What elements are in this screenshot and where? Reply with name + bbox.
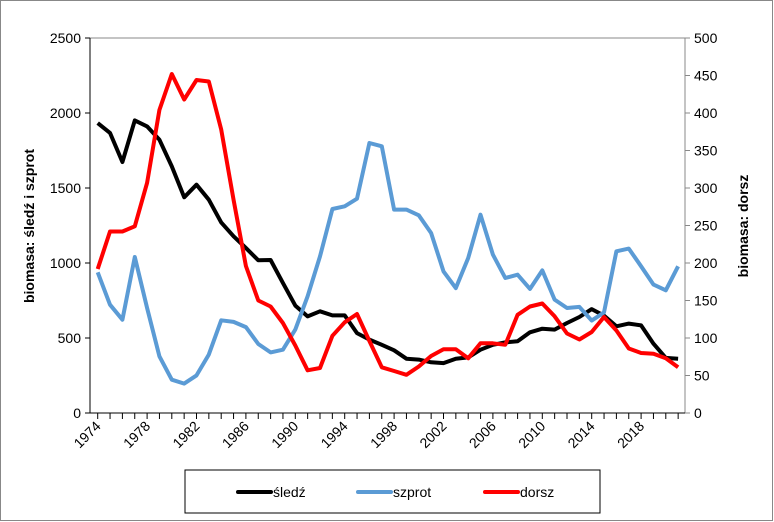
y2-tick-label: 450	[694, 68, 718, 84]
series-line-1	[95, 141, 680, 386]
y-axis-label: biomasa: śledź i szprot	[21, 149, 37, 303]
y2-tick-label: 100	[694, 330, 718, 346]
y-tick-label: 1000	[50, 255, 81, 271]
y2-tick-label: 500	[694, 30, 718, 46]
y2-tick-label: 0	[694, 405, 702, 421]
legend: śledź szprot dorsz	[184, 469, 601, 514]
series-line-2	[95, 72, 680, 377]
y2-tick-label: 50	[694, 368, 710, 384]
y2-tick-label: 300	[694, 180, 718, 196]
y2-tick-label: 350	[694, 143, 718, 159]
y2-axis-label: biomasa: dorsz	[735, 175, 751, 278]
legend-label-2: dorsz	[520, 484, 554, 500]
y-tick-label: 500	[58, 330, 82, 346]
legend-label-1: szprot	[393, 484, 431, 500]
series-line-0	[96, 118, 679, 366]
y-tick-label: 1500	[50, 180, 81, 196]
y2-tick-label: 200	[694, 255, 718, 271]
y2-tick-label: 250	[694, 218, 718, 234]
y-tick-label: 2000	[50, 105, 81, 121]
series-group	[95, 72, 680, 386]
y2-tick-label: 400	[694, 105, 718, 121]
y-tick-label: 2500	[50, 30, 81, 46]
legend-label-0: śledź	[273, 484, 306, 500]
y-tick-label: 0	[73, 405, 81, 421]
y2-tick-label: 150	[694, 293, 718, 309]
